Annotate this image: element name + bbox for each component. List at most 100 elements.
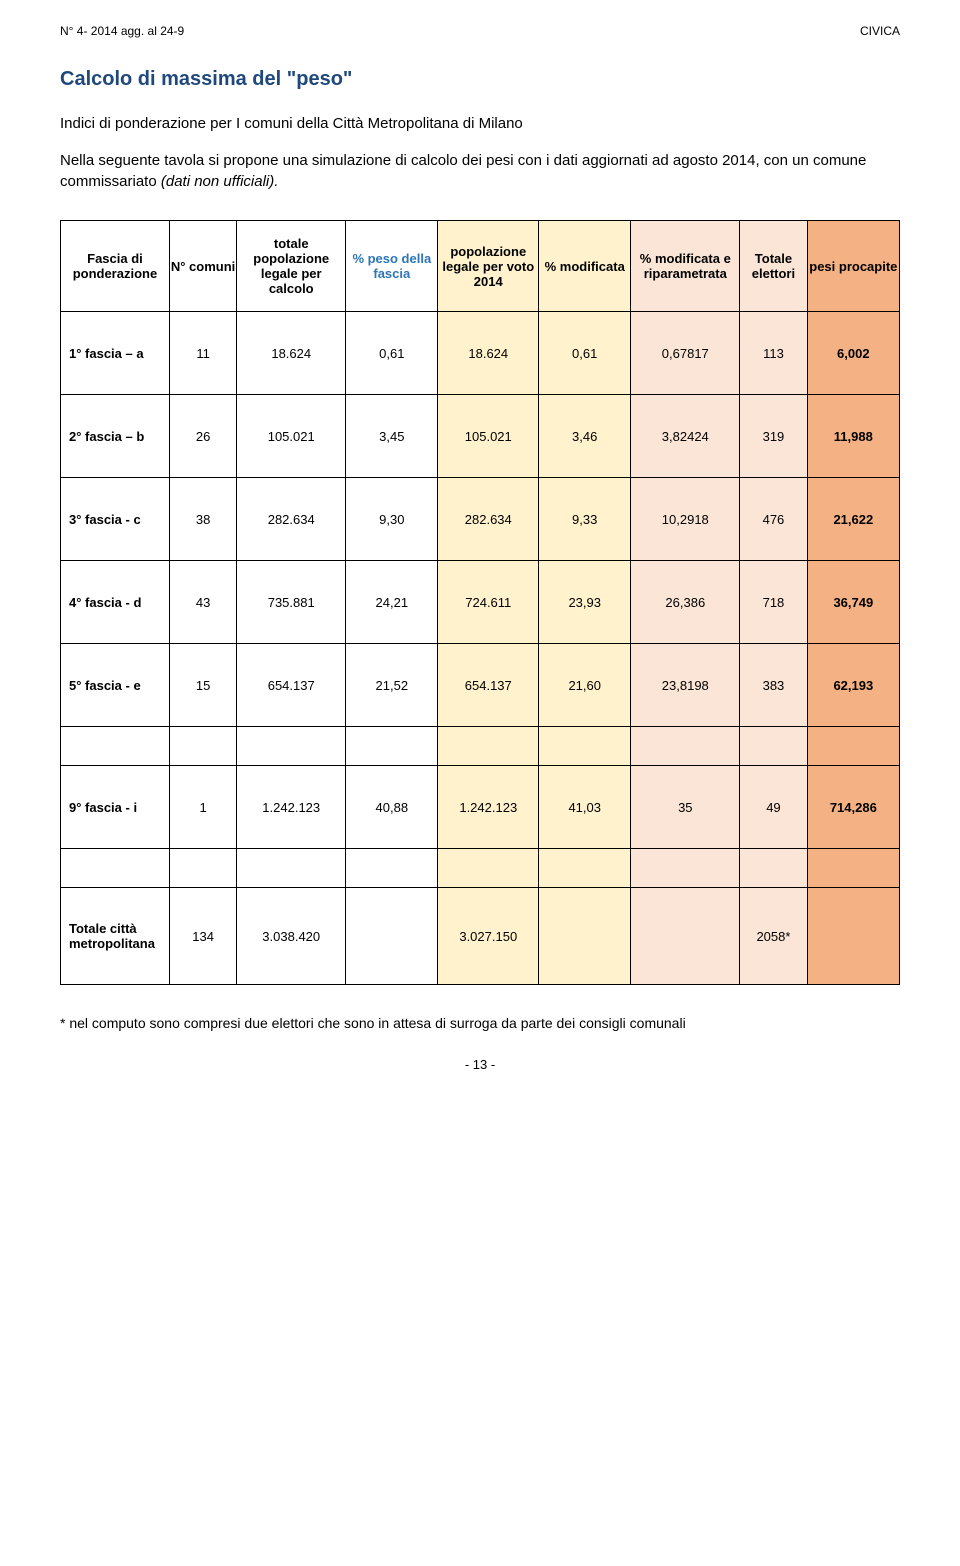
- table-row: 9° fascia - i11.242.12340,881.242.12341,…: [61, 766, 900, 849]
- table-total-row: Totale città metropolitana1343.038.4203.…: [61, 888, 900, 985]
- table-cell: 3° fascia - c: [61, 478, 170, 561]
- table-cell: 18.624: [237, 312, 346, 395]
- table-cell: [346, 849, 438, 888]
- table-cell: 41,03: [539, 766, 631, 849]
- table-cell: 15: [169, 644, 236, 727]
- column-header: popolazione legale per voto 2014: [438, 221, 539, 312]
- table-cell: 105.021: [237, 395, 346, 478]
- header-line: N° 4- 2014 agg. al 24-9 CIVICA: [60, 24, 900, 38]
- table-cell: 1° fascia – a: [61, 312, 170, 395]
- table-cell: [169, 849, 236, 888]
- table-cell: 0,61: [346, 312, 438, 395]
- table-cell: 0,61: [539, 312, 631, 395]
- footnote: * nel computo sono compresi due elettori…: [60, 1015, 900, 1031]
- table-cell: 21,622: [807, 478, 899, 561]
- table-cell: [740, 849, 807, 888]
- table-cell: 724.611: [438, 561, 539, 644]
- column-header: % peso della fascia: [346, 221, 438, 312]
- table-cell: [539, 849, 631, 888]
- column-header: pesi procapite: [807, 221, 899, 312]
- table-cell: 36,749: [807, 561, 899, 644]
- table-cell: 3,46: [539, 395, 631, 478]
- table-blank-row: [61, 727, 900, 766]
- paragraph-italic: (dati non ufficiali).: [161, 173, 279, 190]
- column-header: Fascia di ponderazione: [61, 221, 170, 312]
- table-cell: 18.624: [438, 312, 539, 395]
- page-subtitle: Indici di ponderazione per I comuni dell…: [60, 115, 900, 132]
- table-cell: [169, 727, 236, 766]
- table-cell: 3.038.420: [237, 888, 346, 985]
- table-cell: 43: [169, 561, 236, 644]
- table-cell: 40,88: [346, 766, 438, 849]
- table-cell: [237, 727, 346, 766]
- table-cell: 11: [169, 312, 236, 395]
- table-cell: 654.137: [438, 644, 539, 727]
- ponderazione-table: Fascia di ponderazioneN° comunitotale po…: [60, 220, 900, 985]
- table-cell: 26,386: [631, 561, 740, 644]
- table-cell: 9,33: [539, 478, 631, 561]
- table-cell: [61, 727, 170, 766]
- table-cell: 23,93: [539, 561, 631, 644]
- table-cell: 9° fascia - i: [61, 766, 170, 849]
- table-cell: [539, 727, 631, 766]
- table-cell: 654.137: [237, 644, 346, 727]
- table-cell: 11,988: [807, 395, 899, 478]
- table-cell: 282.634: [438, 478, 539, 561]
- table-cell: [807, 849, 899, 888]
- intro-paragraph: Nella seguente tavola si propone una sim…: [60, 150, 900, 192]
- table-cell: [631, 888, 740, 985]
- table-cell: [631, 727, 740, 766]
- table-cell: 718: [740, 561, 807, 644]
- table-row: 3° fascia - c38282.6349,30282.6349,3310,…: [61, 478, 900, 561]
- table-cell: 26: [169, 395, 236, 478]
- table-cell: 1.242.123: [438, 766, 539, 849]
- table-cell: 21,60: [539, 644, 631, 727]
- table-cell: 3.027.150: [438, 888, 539, 985]
- page-title: Calcolo di massima del "peso": [60, 68, 900, 91]
- table-blank-row: [61, 849, 900, 888]
- table-cell: 6,002: [807, 312, 899, 395]
- table-cell: Totale città metropolitana: [61, 888, 170, 985]
- table-cell: 23,8198: [631, 644, 740, 727]
- table-cell: [61, 849, 170, 888]
- table-row: 1° fascia – a1118.6240,6118.6240,610,678…: [61, 312, 900, 395]
- table-cell: 1: [169, 766, 236, 849]
- table-cell: [346, 727, 438, 766]
- table-cell: [438, 849, 539, 888]
- table-cell: 4° fascia - d: [61, 561, 170, 644]
- table-cell: 319: [740, 395, 807, 478]
- table-cell: 714,286: [807, 766, 899, 849]
- table-cell: 38: [169, 478, 236, 561]
- table-cell: 24,21: [346, 561, 438, 644]
- column-header: N° comuni: [169, 221, 236, 312]
- table-row: 2° fascia – b26105.0213,45105.0213,463,8…: [61, 395, 900, 478]
- table-cell: 383: [740, 644, 807, 727]
- table-cell: 1.242.123: [237, 766, 346, 849]
- table-cell: [237, 849, 346, 888]
- page-number: - 13 -: [60, 1057, 900, 1072]
- table-cell: [346, 888, 438, 985]
- table-cell: 0,67817: [631, 312, 740, 395]
- column-header: % modificata: [539, 221, 631, 312]
- column-header: % modificata e riparametrata: [631, 221, 740, 312]
- table-cell: 476: [740, 478, 807, 561]
- table-cell: [539, 888, 631, 985]
- header-right: CIVICA: [860, 24, 900, 38]
- table-row: 5° fascia - e15654.13721,52654.13721,602…: [61, 644, 900, 727]
- table-cell: [807, 727, 899, 766]
- table-cell: 2° fascia – b: [61, 395, 170, 478]
- table-cell: 9,30: [346, 478, 438, 561]
- table-cell: 113: [740, 312, 807, 395]
- table-body: 1° fascia – a1118.6240,6118.6240,610,678…: [61, 312, 900, 985]
- table-cell: [807, 888, 899, 985]
- table-cell: 3,45: [346, 395, 438, 478]
- table-cell: [438, 727, 539, 766]
- table-cell: 10,2918: [631, 478, 740, 561]
- table-cell: 105.021: [438, 395, 539, 478]
- table-cell: 62,193: [807, 644, 899, 727]
- table-cell: 35: [631, 766, 740, 849]
- table-cell: 49: [740, 766, 807, 849]
- table-row: 4° fascia - d43735.88124,21724.61123,932…: [61, 561, 900, 644]
- table-cell: 21,52: [346, 644, 438, 727]
- table-cell: 735.881: [237, 561, 346, 644]
